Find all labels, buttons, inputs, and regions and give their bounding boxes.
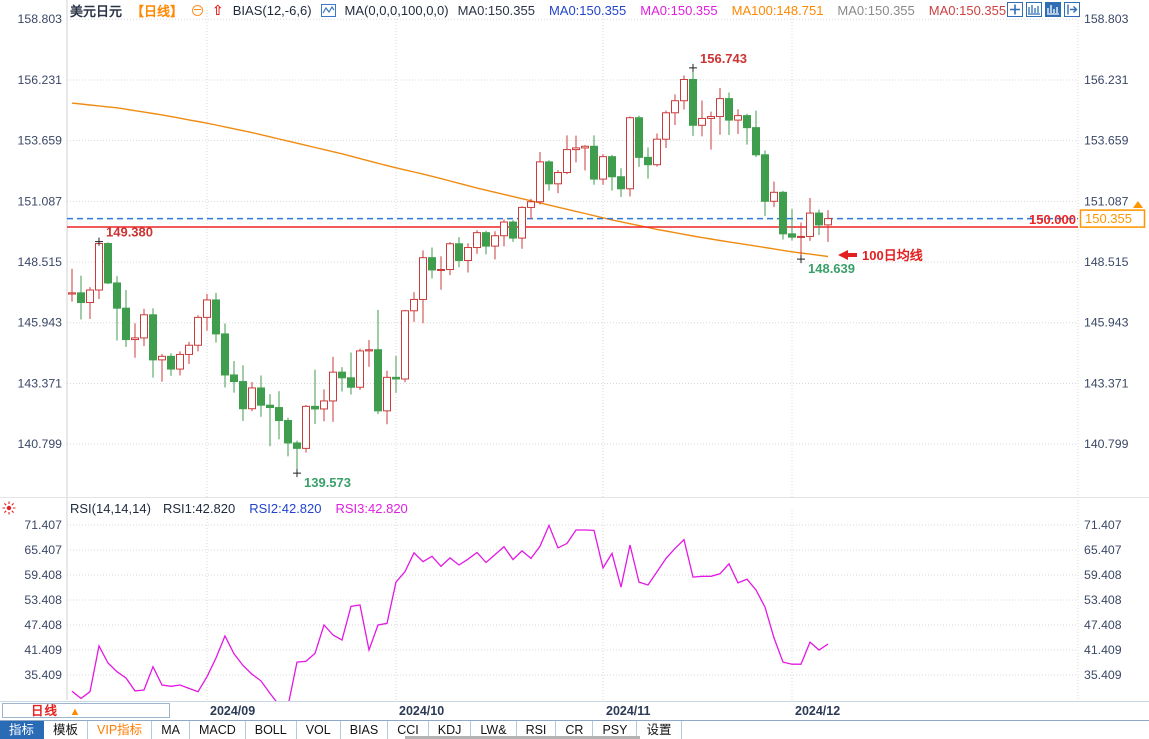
tab-BIAS[interactable]: BIAS	[341, 721, 389, 739]
rsi-value-readouts: RSI1:42.820 RSI2:42.820 RSI3:42.820	[163, 501, 408, 516]
main-chart-header: 美元日元 【日线】 ⇧ BIAS(12,-6,6) MA(0,0,0,100,0…	[70, 1, 1006, 19]
rsi-line	[71, 523, 829, 701]
tab-RSI[interactable]: RSI	[517, 721, 557, 739]
svg-text:158.803: 158.803	[1084, 12, 1129, 26]
period-selector-arrow-icon: ▲	[69, 706, 81, 718]
svg-text:47.408: 47.408	[1084, 618, 1122, 632]
x-axis-strip: 日线 ▲ 2024/09 2024/10 2024/11 2024/12	[0, 701, 1149, 720]
svg-text:148.639: 148.639	[808, 261, 855, 276]
rsi-indicator-label[interactable]: RSI(14,14,14)	[70, 501, 151, 516]
tab-VOL[interactable]: VOL	[297, 721, 341, 739]
svg-text:53.408: 53.408	[24, 593, 62, 607]
svg-text:149.380: 149.380	[106, 225, 153, 240]
shift-pane-icon[interactable]	[1064, 2, 1080, 17]
svg-text:47.408: 47.408	[24, 618, 62, 632]
svg-text:156.231: 156.231	[1084, 73, 1129, 87]
svg-text:71.407: 71.407	[24, 518, 62, 532]
period-tag: 【日线】	[131, 3, 184, 19]
rsi-value-2: RSI3:42.820	[335, 501, 408, 516]
tab-设置[interactable]: 设置	[637, 721, 682, 739]
rsi-value-0: RSI1:42.820	[162, 501, 236, 516]
chart-toolbar	[1007, 2, 1080, 17]
indicator-tabbar: 指标 模板 VIP指标 MA MACD BOLL VOL BIAS CCI KDJ LW& RSI CR…	[0, 720, 1149, 739]
annotations: 149.380 139.573 156.743 148.639 100日均线	[95, 51, 923, 490]
tab-PSY[interactable]: PSY	[593, 721, 638, 739]
price-chart-canvas[interactable]: 158.803 158.803 156.231 156.231 153.659 153.6…	[0, 0, 1149, 701]
ma-value-readouts: MA0:150.355 MA0:150.355 MA0:150.355 MA100:1…	[458, 3, 1007, 18]
scrollbar-thumb[interactable]	[405, 736, 640, 739]
svg-text:65.407: 65.407	[24, 543, 62, 557]
svg-text:35.409: 35.409	[24, 668, 62, 682]
svg-text:158.803: 158.803	[18, 12, 63, 26]
price-level-label: 150.000	[1029, 212, 1076, 227]
svg-text:153.659: 153.659	[1084, 134, 1129, 148]
svg-text:140.799: 140.799	[1084, 437, 1129, 451]
gridlines	[0, 0, 1149, 700]
up-arrow-icon: ⇧	[212, 2, 224, 18]
ma-value-4: MA0:150.355	[837, 2, 915, 18]
period-selector[interactable]: 日线 ▲	[2, 703, 170, 718]
indicator-settings-sun-icon[interactable]	[2, 501, 16, 515]
axis-labels: 158.803 158.803 156.231 156.231 153.659 153.6…	[18, 12, 1129, 682]
svg-text:153.659: 153.659	[18, 134, 63, 148]
main-pane-icon[interactable]	[1026, 2, 1042, 17]
tab-LW&[interactable]: LW&	[471, 721, 517, 739]
tab-指标[interactable]: 指标	[0, 721, 45, 739]
ma-value-1: MA0:150.355	[548, 2, 627, 18]
svg-text:151.087: 151.087	[18, 194, 63, 208]
x-axis-month-label: 2024/09	[210, 704, 256, 718]
svg-text:150.355: 150.355	[1085, 211, 1132, 226]
svg-text:41.409: 41.409	[1084, 643, 1122, 657]
x-axis-month-label: 2024/11	[606, 704, 651, 718]
svg-text:65.407: 65.407	[1084, 543, 1122, 557]
svg-text:53.408: 53.408	[1084, 593, 1122, 607]
ma-chart-icon	[320, 3, 336, 17]
svg-text:143.371: 143.371	[1084, 376, 1129, 390]
tab-CCI[interactable]: CCI	[388, 721, 429, 739]
svg-text:100日均线: 100日均线	[862, 248, 923, 263]
collapse-circle-icon[interactable]	[192, 4, 204, 16]
tab-模板[interactable]: 模板	[44, 721, 89, 739]
svg-text:148.515: 148.515	[18, 255, 63, 269]
tab-VIP指标[interactable]: VIP指标	[88, 721, 153, 739]
svg-text:140.799: 140.799	[18, 437, 63, 451]
svg-text:143.371: 143.371	[18, 376, 63, 390]
svg-text:156.231: 156.231	[18, 73, 63, 87]
ma100-line	[71, 102, 829, 258]
tab-BOLL[interactable]: BOLL	[246, 721, 297, 739]
bias-indicator-label[interactable]: BIAS(12,-6,6)	[232, 2, 312, 18]
tab-MA[interactable]: MA	[152, 721, 190, 739]
tab-MACD[interactable]: MACD	[190, 721, 246, 739]
crosshair-icon[interactable]	[1007, 2, 1023, 17]
ma-value-5: MA0:150.355	[928, 2, 1007, 18]
ma-value-0: MA0:150.355	[457, 2, 535, 18]
svg-text:71.407: 71.407	[1084, 518, 1122, 532]
x-axis-month-label: 2024/10	[399, 704, 445, 718]
rsi-value-1: RSI2:42.820	[249, 501, 322, 516]
svg-text:151.087: 151.087	[1084, 194, 1129, 208]
svg-text:145.943: 145.943	[1084, 316, 1129, 330]
period-selector-label: 日线	[31, 704, 59, 718]
svg-text:145.943: 145.943	[18, 316, 63, 330]
x-axis-month-label: 2024/12	[795, 704, 841, 718]
svg-text:59.408: 59.408	[24, 568, 62, 582]
symbol-title: 美元日元	[70, 3, 123, 19]
svg-text:156.743: 156.743	[700, 51, 747, 66]
current-price-badge: 150.355	[1079, 201, 1146, 228]
ma-value-3: MA100:148.751	[731, 2, 824, 18]
svg-text:41.409: 41.409	[24, 643, 62, 657]
tab-CR[interactable]: CR	[556, 721, 594, 739]
svg-text:148.515: 148.515	[1084, 255, 1129, 269]
candles	[68, 67, 832, 474]
ma-value-2: MA0:150.355	[640, 2, 718, 18]
tab-KDJ[interactable]: KDJ	[429, 721, 472, 739]
svg-text:139.573: 139.573	[304, 475, 351, 490]
svg-text:35.409: 35.409	[1084, 668, 1122, 682]
sub-pane-icon-active[interactable]	[1045, 2, 1061, 17]
ma-group-label[interactable]: MA(0,0,0,100,0,0)	[344, 2, 449, 18]
svg-text:59.408: 59.408	[1084, 568, 1122, 582]
